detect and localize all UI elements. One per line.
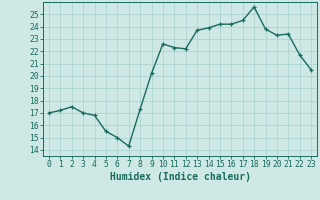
X-axis label: Humidex (Indice chaleur): Humidex (Indice chaleur) <box>109 172 251 182</box>
